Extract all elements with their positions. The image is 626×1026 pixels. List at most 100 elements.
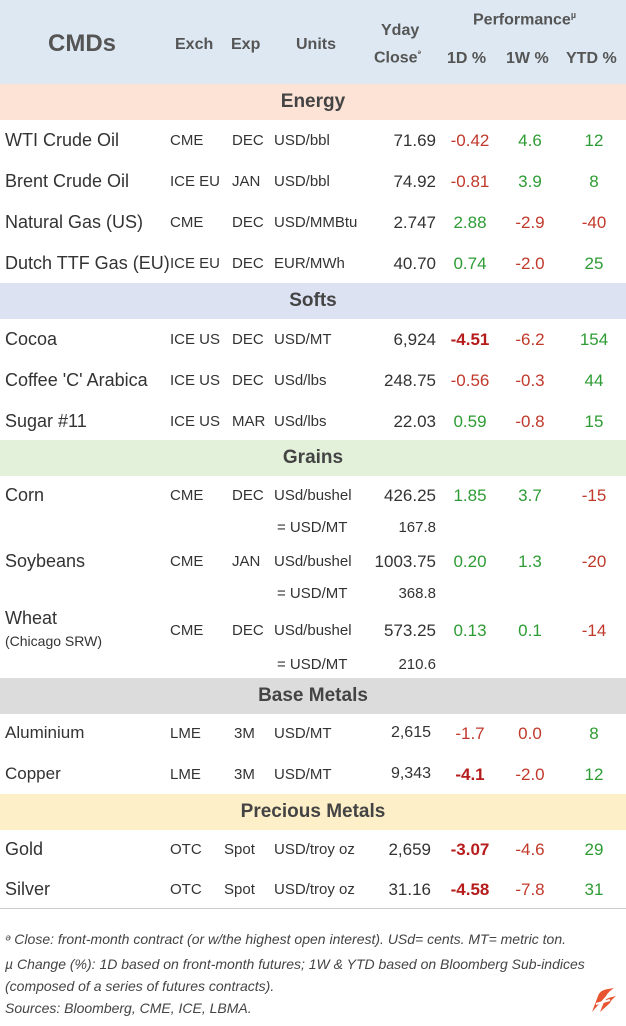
perf-1d: 0.74 [453,254,487,273]
col-exch-header: Exch [175,36,214,53]
perf-1w: 0.1 [518,621,542,640]
table-row: WTI Crude Oil CME DEC USD/bbl 71.69 -0.4… [0,120,626,160]
footnote-close: ᵊ Close: front-month contract (or w/the … [5,931,566,947]
conversion-units: = USD/MT [277,585,348,602]
conversion-value: 210.6 [398,656,436,673]
yday-close: 2,659 [388,840,431,859]
yday-close: 71.69 [393,131,436,150]
perf-ytd: 12 [584,131,604,150]
expiry: DEC [232,622,264,639]
perf-ytd: -15 [581,486,607,505]
expiry: JAN [232,553,261,570]
yday-close: 6,924 [393,330,436,349]
units: USd/lbs [274,372,327,389]
exchange: LME [170,766,201,783]
perf-1w: -0.8 [515,412,545,431]
section-energy: Energy [0,84,626,120]
perf-ytd: -20 [581,552,607,571]
perf-1d: -3.07 [450,840,490,859]
perf-1d: 0.59 [453,412,487,431]
perf-ytd: -40 [581,213,607,232]
units: USd/lbs [274,413,327,430]
yday-close: 573.25 [384,621,436,640]
yday-close: 248.75 [384,371,436,390]
table-row: Gold OTC Spot USD/troy oz 2,659 -3.07 -4… [0,830,626,870]
exchange: CME [170,132,204,149]
perf-1d: -4.58 [450,880,490,899]
units: USD/bbl [274,132,330,149]
commodity-name: Dutch TTF Gas (EU) [5,253,170,273]
col-1d-header: 1D % [447,50,487,67]
perf-1w: -6.2 [515,330,545,349]
perf-1w: -7.8 [515,880,545,899]
expiry: MAR [232,413,266,430]
exchange: LME [170,725,201,742]
perf-ytd: 15 [584,412,604,431]
col-exp-header: Exp [231,36,261,53]
perf-1w: 4.6 [518,131,542,150]
yday-close: 40.70 [393,254,436,273]
yday-close: 74.92 [393,172,436,191]
expiry: JAN [232,173,261,190]
exchange: ICE US [170,413,221,430]
yday-close: 2,615 [390,724,431,741]
exchange: ICE EU [170,255,221,272]
table-title: CMDs [48,30,117,57]
perf-1w: 3.7 [518,486,542,505]
table-row: Coffee 'C' Arabica ICE US DEC USd/lbs 24… [0,360,626,400]
units: USD/bbl [274,173,330,190]
units: USd/bushel [274,553,352,570]
units: EUR/MWh [274,255,345,272]
expiry: Spot [224,881,255,898]
units: USD/troy oz [274,841,355,858]
exchange: CME [170,622,204,639]
perf-1w: -0.3 [515,371,545,390]
expiry: DEC [232,214,264,231]
exchange: ICE EU [170,173,221,190]
section-grains: Grains [0,440,626,476]
perf-1d: 0.20 [453,552,487,571]
perf-1w: 3.9 [518,172,542,191]
yday-close: 31.16 [388,880,431,899]
expiry: 3M [234,725,255,742]
units: USd/bushel [274,487,352,504]
conversion-value: 368.8 [398,585,436,602]
conversion-value: 167.8 [398,519,436,536]
table-row: Natural Gas (US) CME DEC USD/MMBtu 2.747… [0,202,626,242]
section-softs: Softs [0,283,626,319]
perf-1w: -2.0 [515,765,545,784]
commodity-name: Soybeans [5,551,86,571]
table-row: Cocoa ICE US DEC USD/MT 6,924 -4.51 -6.2… [0,319,626,359]
col-units-header: Units [296,36,336,53]
commodity-name: Wheat [5,608,58,628]
table-row: Copper LME 3M USD/MT 9,343 -4.1 -2.0 12 [0,755,626,795]
table-row: Soybeans CME JAN USd/bushel 1003.75 0.20… [0,542,626,608]
table-header: CMDs Exch Exp Units Yday Closeᵊ Performa… [0,0,626,84]
conversion-units: = USD/MT [277,656,348,673]
units: USD/troy oz [274,881,355,898]
yday-close: 426.25 [384,486,436,505]
units: USD/MT [274,331,332,348]
perf-ytd: 44 [584,371,604,390]
yday-close: 1003.75 [374,552,436,571]
commodity-name: Gold [5,839,44,859]
table-row: Silver OTC Spot USD/troy oz 31.16 -4.58 … [0,870,626,910]
col-yday-header-line2: Closeᵊ [374,48,421,67]
perf-1d: 0.13 [453,621,487,640]
table-row: Aluminium LME 3M USD/MT 2,615 -1.7 0.0 8 [0,714,626,754]
commodity-name: Natural Gas (US) [5,212,144,232]
expiry: DEC [232,255,264,272]
commodity-name: Silver [5,879,51,899]
exchange: OTC [170,881,202,898]
table-row: Brent Crude Oil ICE EU JAN USD/bbl 74.92… [0,161,626,201]
footnote-change: µ Change (%): 1D based on front-month fu… [5,956,585,972]
perf-ytd: 31 [584,880,604,899]
commodity-name: WTI Crude Oil [5,130,120,150]
conversion-units: = USD/MT [277,519,348,536]
perf-ytd: 12 [584,765,604,784]
expiry: DEC [232,331,264,348]
perf-ytd: -14 [581,621,607,640]
perf-1w: 1.3 [518,552,542,571]
perf-ytd: 25 [584,254,604,273]
commodity-name: Brent Crude Oil [5,171,130,191]
